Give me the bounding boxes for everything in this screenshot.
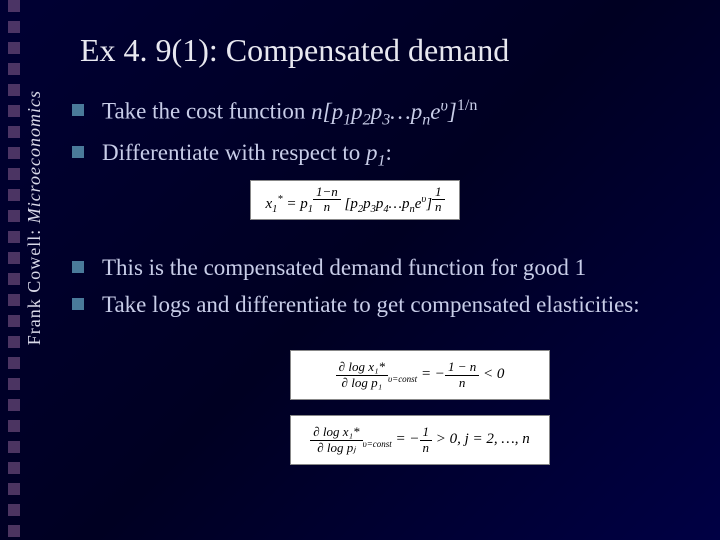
sidebar-square — [8, 21, 20, 33]
bullet-item: Take logs and differentiate to get compe… — [72, 289, 692, 320]
frac-num: ∂ log x₁* — [336, 360, 388, 375]
formula-elasticity-cross: ∂ log x₁*∂ log pⱼ υ=const = −1n > 0, j = … — [290, 415, 550, 465]
formula-mid: = − — [417, 366, 445, 382]
frac-den: n — [321, 200, 334, 214]
sidebar-square — [8, 84, 20, 96]
formula-text: x1* = p11−nn [p2p3p4…pneυ]1n — [265, 185, 444, 215]
formula-end: > 0, j = 2, …, n — [432, 431, 530, 447]
sidebar-square — [8, 231, 20, 243]
bullet-text: Take the cost function n[p1p2p3…pneυ]1/n — [102, 95, 477, 131]
sidebar-decoration — [8, 0, 20, 540]
frac-num: 1 − n — [445, 360, 479, 375]
bullet-prefix: Differentiate with respect to — [102, 140, 366, 165]
bullet-icon — [72, 104, 84, 116]
sidebar-square — [8, 0, 20, 12]
formula-end: < 0 — [479, 366, 504, 382]
sidebar-square — [8, 168, 20, 180]
bullet-item: Take the cost function n[p1p2p3…pneυ]1/n — [72, 95, 692, 131]
sidebar-square — [8, 252, 20, 264]
sidebar-square — [8, 462, 20, 474]
sidebar-square — [8, 294, 20, 306]
sidebar-square — [8, 126, 20, 138]
frac-den: n — [456, 376, 469, 390]
sidebar-square — [8, 483, 20, 495]
formula-text: ∂ log x₁*∂ log p₁υ=const = −1 − nn < 0 — [336, 360, 505, 390]
frac-den: n — [420, 441, 433, 455]
bullet-text: Differentiate with respect to p1: — [102, 137, 392, 172]
frac-num: 1−n — [313, 185, 341, 200]
bullet-icon — [72, 146, 84, 158]
sidebar-square — [8, 378, 20, 390]
sidebar-square — [8, 504, 20, 516]
sidebar-square — [8, 399, 20, 411]
formula-mid: = − — [392, 431, 420, 447]
bullet-exponent: 1/n — [457, 97, 478, 114]
frac-num: 1 — [420, 425, 433, 440]
sidebar-square — [8, 210, 20, 222]
sidebar-author-label: Frank Cowell: Microeconomics — [24, 90, 45, 345]
sidebar-square — [8, 273, 20, 285]
slide-title: Ex 4. 9(1): Compensated demand — [80, 32, 509, 69]
formula-condition: υ=const — [388, 374, 417, 384]
bullet-formula: p1 — [366, 140, 386, 165]
bullet-text: Take logs and differentiate to get compe… — [102, 289, 640, 320]
sidebar-square — [8, 105, 20, 117]
frac-num: ∂ log x₁* — [310, 425, 362, 440]
bullet-icon — [72, 298, 84, 310]
bullet-icon — [72, 261, 84, 273]
sidebar-square — [8, 420, 20, 432]
formula-compensated-demand: x1* = p11−nn [p2p3p4…pneυ]1n — [250, 180, 460, 220]
sidebar-square — [8, 525, 20, 537]
sidebar-author: Frank Cowell: — [24, 223, 44, 345]
bullet-item: This is the compensated demand function … — [72, 252, 692, 283]
frac-den: n — [432, 200, 445, 214]
bullet-item: Differentiate with respect to p1: — [72, 137, 692, 172]
bullet-suffix: : — [386, 140, 392, 165]
frac-den: ∂ log p₁ — [339, 376, 386, 390]
section-2: This is the compensated demand function … — [72, 252, 692, 320]
formula-text: ∂ log x₁*∂ log pⱼ υ=const = −1n > 0, j = … — [310, 425, 530, 455]
formula-elasticity-own: ∂ log x₁*∂ log p₁υ=const = −1 − nn < 0 — [290, 350, 550, 400]
frac-num: 1 — [432, 185, 445, 200]
frac-den: ∂ log pⱼ — [314, 441, 358, 455]
sidebar-book: Microeconomics — [24, 90, 44, 223]
sidebar-square — [8, 147, 20, 159]
bullet-text: This is the compensated demand function … — [102, 252, 586, 283]
sidebar-square — [8, 189, 20, 201]
sidebar-square — [8, 357, 20, 369]
sidebar-square — [8, 441, 20, 453]
bullet-formula: n[p1p2p3…pneυ] — [311, 99, 457, 124]
formula-condition: υ=const — [363, 439, 392, 449]
sidebar-square — [8, 42, 20, 54]
sidebar-square — [8, 63, 20, 75]
bullet-prefix: Take the cost function — [102, 99, 311, 124]
sidebar-square — [8, 315, 20, 327]
sidebar-square — [8, 336, 20, 348]
